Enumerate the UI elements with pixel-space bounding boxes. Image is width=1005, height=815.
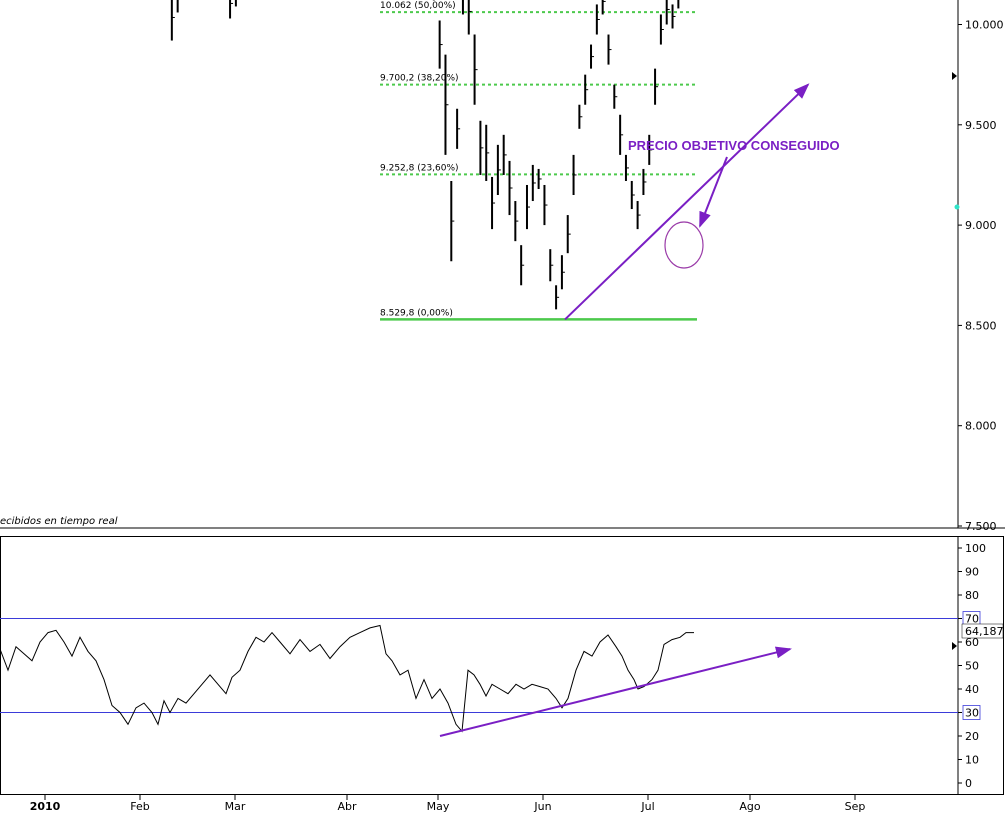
osc-axis-pointer [952, 642, 957, 650]
x-tick-label: Feb [130, 800, 149, 813]
x-tick-label: Mar [225, 800, 246, 813]
osc-y-tick-label: 10 [965, 754, 979, 767]
osc-last-value-box [961, 623, 1004, 639]
oscillator-uptrend-arrow [439, 646, 792, 737]
price-y-tick-label: 8.000 [965, 420, 997, 433]
realtime-note: ecibidos en tiempo real [0, 516, 118, 527]
fib-level-label: 8.529,8 (0,00%) [380, 308, 453, 318]
oscillator-line [0, 624, 694, 733]
annotation-arrow [699, 156, 728, 228]
osc-last-value-label: 64,187 [965, 625, 1004, 638]
osc-y-tick-label: 50 [965, 660, 979, 673]
price-y-tick-label: 9.500 [965, 119, 997, 132]
ma-axis-marker [954, 204, 960, 210]
osc-y-tick-label: 80 [965, 589, 979, 602]
x-tick-label: Sep [845, 800, 866, 813]
price-y-tick-label: 8.500 [965, 319, 997, 332]
price-panel [0, 0, 1005, 529]
x-tick-label: May [427, 800, 450, 813]
target-highlight-circle [664, 221, 704, 269]
price-axis-pointer [952, 72, 957, 80]
fib-level-label: 9.700,2 (38,20%) [380, 74, 459, 84]
x-tick-label: Abr [337, 800, 357, 813]
osc-y-tick-label: 40 [965, 683, 979, 696]
annotation-text: PRECIO OBJETIVO CONSEGUIDO [628, 138, 840, 153]
osc-y-tick-label: 20 [965, 730, 979, 743]
x-tick-label: 2010 [30, 800, 61, 813]
osc-level-box [962, 705, 981, 720]
price-y-tick-label: 10.000 [965, 19, 1004, 32]
osc-y-tick-label: 70 [965, 613, 979, 626]
osc-y-tick-label: 0 [965, 777, 972, 790]
price-y-tick-label: 9.000 [965, 219, 997, 232]
oscillator-panel [0, 536, 1004, 800]
fib-level-label: 10.062 (50,00%) [380, 1, 456, 11]
x-tick-label: Jun [533, 800, 551, 813]
price-uptrend-arrow [564, 83, 810, 321]
osc-y-tick-label: 30 [965, 707, 979, 720]
price-y-tick-label: 7.500 [965, 520, 997, 533]
fib-level-label: 9.252,8 (23,60%) [380, 163, 459, 173]
oscillator-panel-border [0, 536, 1004, 795]
osc-y-tick-label: 100 [965, 542, 986, 555]
osc-y-tick-label: 60 [965, 636, 979, 649]
x-tick-label: Jul [640, 800, 654, 813]
x-tick-label: Ago [739, 800, 761, 813]
osc-y-tick-label: 90 [965, 566, 979, 579]
